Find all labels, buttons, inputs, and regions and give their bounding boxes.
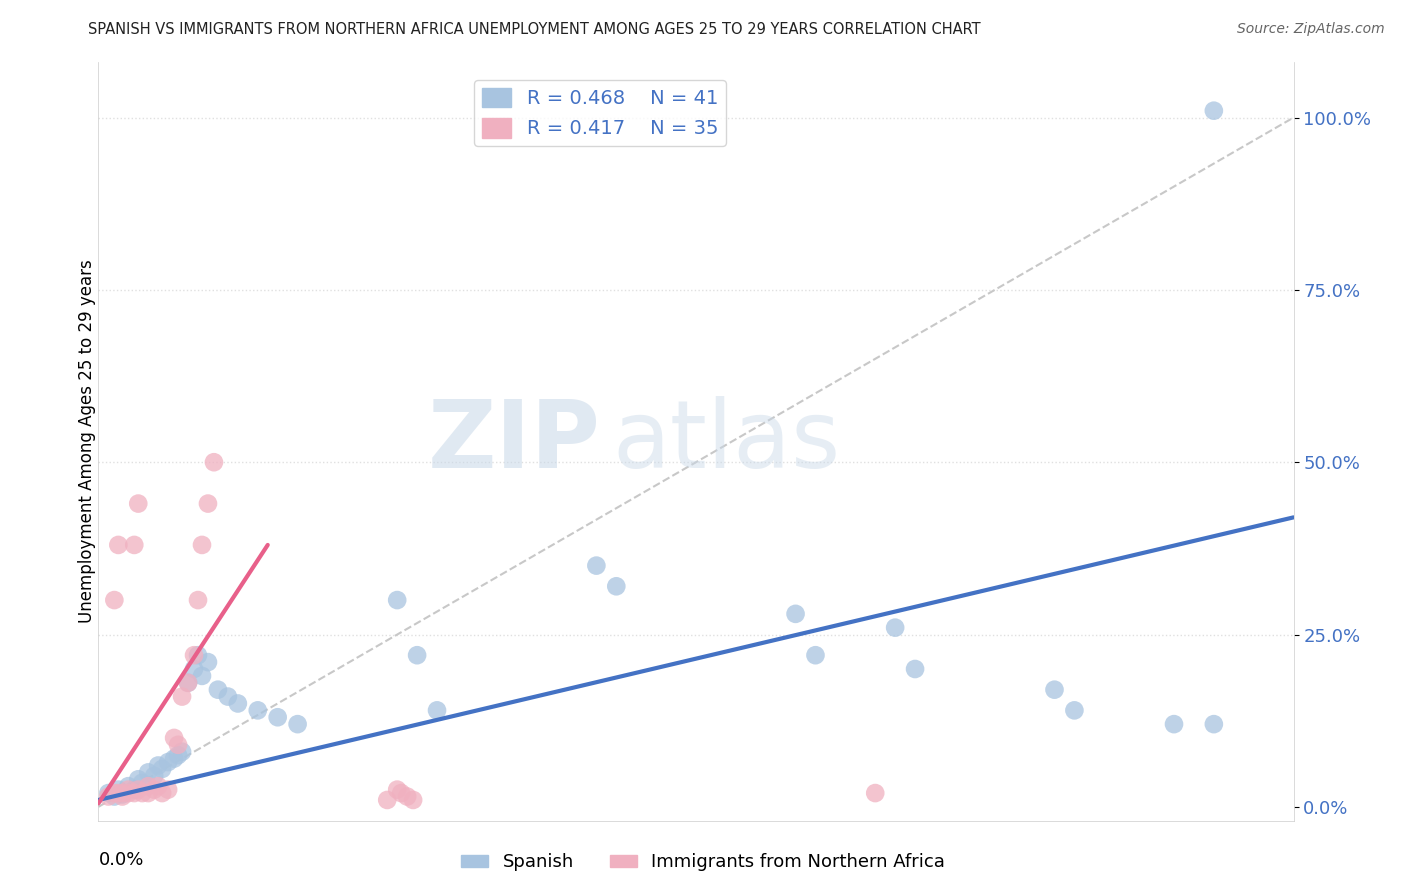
Point — [207, 682, 229, 697]
Point — [183, 648, 205, 663]
Point — [167, 748, 190, 763]
Point — [117, 779, 139, 793]
Point — [111, 786, 134, 800]
Point — [191, 538, 214, 552]
Point — [172, 690, 194, 704]
Point — [150, 786, 173, 800]
Point — [389, 786, 412, 800]
Text: atlas: atlas — [613, 395, 841, 488]
Point — [167, 738, 190, 752]
Point — [157, 755, 180, 769]
Point — [804, 648, 827, 663]
Point — [287, 717, 309, 731]
Point — [107, 786, 129, 800]
Point — [111, 788, 134, 802]
Point — [107, 538, 129, 552]
Point — [217, 690, 239, 704]
Point — [127, 497, 149, 511]
Point — [136, 786, 159, 800]
Point — [143, 769, 166, 783]
Point — [163, 731, 186, 745]
Point — [131, 786, 153, 800]
Point — [127, 772, 149, 787]
Point — [103, 786, 125, 800]
Point — [197, 655, 219, 669]
Text: SPANISH VS IMMIGRANTS FROM NORTHERN AFRICA UNEMPLOYMENT AMONG AGES 25 TO 29 YEAR: SPANISH VS IMMIGRANTS FROM NORTHERN AFRI… — [89, 22, 980, 37]
Point — [103, 789, 125, 804]
Point — [136, 779, 159, 793]
Point — [172, 745, 194, 759]
Point — [136, 765, 159, 780]
Point — [1202, 103, 1225, 118]
Point — [111, 789, 134, 804]
Point — [426, 703, 449, 717]
Point — [785, 607, 807, 621]
Point — [1063, 703, 1085, 717]
Point — [150, 762, 173, 776]
Point — [385, 782, 409, 797]
Point — [585, 558, 607, 573]
Point — [904, 662, 927, 676]
Point — [226, 697, 249, 711]
Point — [396, 789, 419, 804]
Point — [117, 786, 139, 800]
Point — [177, 675, 200, 690]
Point — [177, 675, 200, 690]
Point — [124, 782, 146, 797]
Point — [107, 782, 129, 797]
Point — [605, 579, 627, 593]
Point — [103, 593, 125, 607]
Point — [163, 751, 186, 765]
Point — [124, 538, 146, 552]
Point — [143, 782, 166, 797]
Point — [187, 648, 209, 663]
Point — [1202, 717, 1225, 731]
Point — [127, 782, 149, 797]
Point — [117, 782, 139, 797]
Point — [191, 669, 214, 683]
Point — [202, 455, 225, 469]
Point — [97, 786, 120, 800]
Point — [124, 786, 146, 800]
Point — [157, 782, 180, 797]
Y-axis label: Unemployment Among Ages 25 to 29 years: Unemployment Among Ages 25 to 29 years — [79, 260, 96, 624]
Legend: Spanish, Immigrants from Northern Africa: Spanish, Immigrants from Northern Africa — [454, 847, 952, 879]
Point — [375, 793, 398, 807]
Point — [246, 703, 269, 717]
Text: 0.0%: 0.0% — [98, 851, 143, 869]
Point — [148, 758, 170, 772]
Text: ZIP: ZIP — [427, 395, 600, 488]
Point — [385, 593, 409, 607]
Point — [884, 621, 907, 635]
Point — [197, 497, 219, 511]
Point — [406, 648, 429, 663]
Point — [1043, 682, 1066, 697]
Point — [402, 793, 425, 807]
Point — [865, 786, 887, 800]
Text: Source: ZipAtlas.com: Source: ZipAtlas.com — [1237, 22, 1385, 37]
Point — [183, 662, 205, 676]
Point — [148, 779, 170, 793]
Point — [267, 710, 290, 724]
Point — [131, 776, 153, 790]
Point — [187, 593, 209, 607]
Point — [1163, 717, 1185, 731]
Point — [97, 789, 120, 804]
Legend: R = 0.468    N = 41, R = 0.417    N = 35: R = 0.468 N = 41, R = 0.417 N = 35 — [474, 79, 727, 146]
